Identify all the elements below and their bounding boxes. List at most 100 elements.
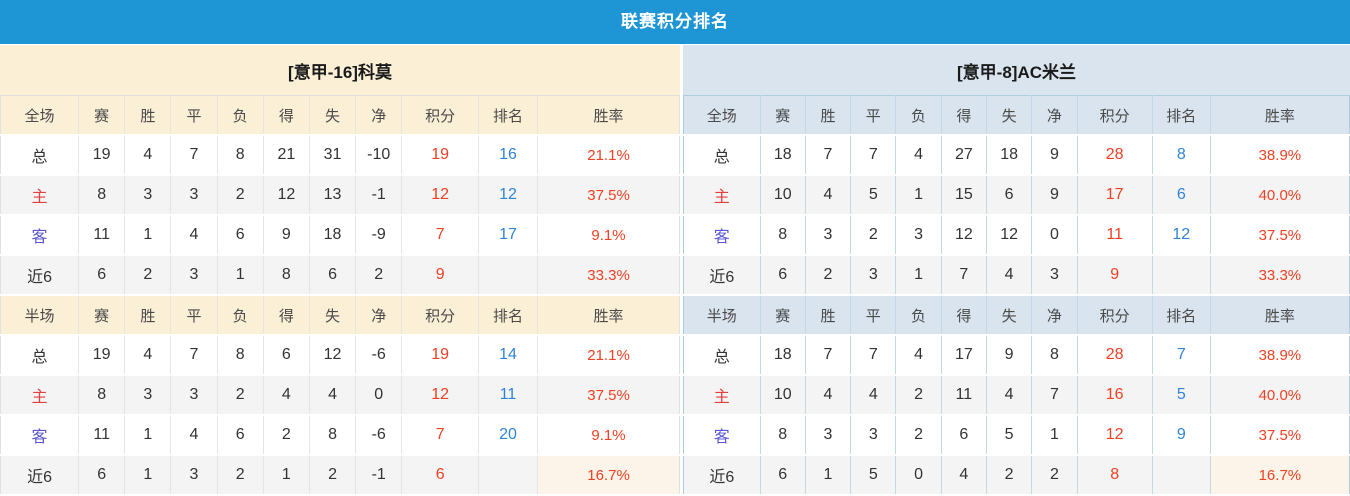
- column-header-cell: 平: [170, 295, 218, 336]
- column-header-cell: 胜: [124, 295, 172, 336]
- column-header-cell: 排名: [478, 95, 539, 136]
- column-header-cell: 平: [850, 295, 897, 336]
- column-header-cell: 积分: [1077, 295, 1153, 336]
- rate-cell: 9.1%: [537, 415, 680, 456]
- stat-cell: 12: [986, 215, 1033, 256]
- stat-cell: 2: [124, 255, 172, 296]
- stat-cell: 4: [309, 375, 357, 416]
- stat-cell: 4: [124, 335, 172, 376]
- stat-cell: 12: [263, 175, 310, 216]
- stat-cell: 7: [850, 335, 897, 376]
- column-header-cell: 积分: [1077, 95, 1153, 136]
- column-header-cell: 积分: [401, 295, 479, 336]
- stat-cell: 12: [941, 215, 987, 256]
- column-header-cell: 负: [895, 95, 942, 136]
- row-label-cell: 近6: [0, 255, 80, 296]
- stats-row: 主 8 3 3 2 4 4 0 12 11 37.5%: [0, 375, 680, 416]
- stat-cell: 7: [941, 255, 987, 296]
- stat-cell: 6: [760, 455, 806, 496]
- column-header-cell: 赛: [760, 95, 806, 136]
- row-label-cell: 主: [683, 375, 761, 416]
- points-cell: 28: [1077, 335, 1153, 376]
- stat-cell: 2: [263, 415, 310, 456]
- column-header-cell: 排名: [1152, 295, 1211, 336]
- column-header-cell: 赛: [760, 295, 806, 336]
- column-header-cell: 平: [170, 95, 218, 136]
- column-header-row: 半场赛胜平负得失净积分 排名 胜率: [0, 295, 680, 336]
- stats-row: 近6 6 2 3 1 7 4 3 9 33.3%: [683, 255, 1350, 296]
- row-label-cell: 主: [0, 375, 80, 416]
- rate-cell: 16.7%: [537, 455, 680, 496]
- panel-title-bar: 联赛积分排名: [0, 0, 1350, 44]
- stat-cell: 4: [170, 215, 218, 256]
- points-cell: 12: [401, 375, 479, 416]
- stat-cell: 15: [941, 175, 987, 216]
- stat-cell: 18: [760, 335, 806, 376]
- stat-cell: 2: [850, 215, 897, 256]
- stat-cell: 10: [760, 375, 806, 416]
- stat-cell: 8: [217, 335, 264, 376]
- column-header-cell: 失: [309, 295, 357, 336]
- rank-cell: 8: [1152, 135, 1211, 176]
- column-header-cell: 赛: [78, 95, 126, 136]
- stat-cell: 8: [78, 175, 126, 216]
- stat-cell: 8: [760, 415, 806, 456]
- stats-row: 客 8 3 2 3 12 12 0 11 12 37.5%: [683, 215, 1350, 256]
- rate-cell: 37.5%: [1210, 415, 1350, 456]
- scope-header-cell: 全场: [683, 95, 761, 136]
- stat-cell: 5: [850, 455, 897, 496]
- stat-cell: 6: [78, 455, 126, 496]
- row-label-cell: 总: [683, 135, 761, 176]
- stat-cell: -9: [355, 215, 403, 256]
- row-label-cell: 近6: [683, 255, 761, 296]
- stat-cell: 9: [1031, 135, 1078, 176]
- points-cell: 7: [401, 415, 479, 456]
- stat-cell: 18: [986, 135, 1033, 176]
- rate-cell: 21.1%: [537, 335, 680, 376]
- row-label-cell: 主: [0, 175, 80, 216]
- rank-cell: 7: [1152, 335, 1211, 376]
- stats-row: 近6 6 1 5 0 4 2 2 8 16.7%: [683, 455, 1350, 496]
- rate-cell: 16.7%: [1210, 455, 1350, 496]
- stat-cell: 1: [895, 175, 942, 216]
- stat-cell: 27: [941, 135, 987, 176]
- stat-cell: 1: [895, 255, 942, 296]
- column-header-cell: 胜率: [537, 295, 680, 336]
- column-header-cell: 胜率: [537, 95, 680, 136]
- column-header-cell: 净: [355, 295, 403, 336]
- stat-cell: 5: [850, 175, 897, 216]
- team-panel-left: [意甲-16]科莫 全场赛胜平负得失净积分 排名 胜率总 19 4 7 8 21 31 -10 19…: [0, 45, 680, 496]
- stat-cell: 3: [805, 215, 852, 256]
- stat-cell: 0: [1031, 215, 1078, 256]
- row-label-cell: 总: [683, 335, 761, 376]
- row-label-cell: 总: [0, 335, 80, 376]
- column-header-cell: 负: [217, 295, 264, 336]
- stat-cell: 6: [760, 255, 806, 296]
- row-label-cell: 总: [0, 135, 80, 176]
- stat-cell: 1: [217, 255, 264, 296]
- row-label-cell: 客: [0, 415, 80, 456]
- stat-cell: 8: [78, 375, 126, 416]
- column-header-cell: 胜率: [1210, 95, 1350, 136]
- column-header-row: 全场赛胜平负得失净积分 排名 胜率: [0, 95, 680, 136]
- rank-cell: [478, 455, 539, 496]
- column-header-cell: 得: [941, 95, 987, 136]
- stats-row: 客 11 1 4 6 9 18 -9 7 17 9.1%: [0, 215, 680, 256]
- stat-cell: 3: [895, 215, 942, 256]
- stat-cell: 2: [309, 455, 357, 496]
- team-header-right: [意甲-8]AC米兰: [683, 45, 1350, 95]
- rate-cell: 38.9%: [1210, 335, 1350, 376]
- rank-cell: 17: [478, 215, 539, 256]
- team-name-left: [意甲-16]科莫: [288, 62, 392, 82]
- stat-cell: -10: [355, 135, 403, 176]
- stat-cell: 2: [895, 375, 942, 416]
- scope-header-cell: 全场: [0, 95, 80, 136]
- rate-cell: 33.3%: [537, 255, 680, 296]
- stat-cell: 13: [309, 175, 357, 216]
- stat-cell: -6: [355, 335, 403, 376]
- stat-cell: 1: [1031, 415, 1078, 456]
- rank-cell: [1152, 255, 1211, 296]
- stat-cell: 2: [986, 455, 1033, 496]
- stat-cell: 0: [895, 455, 942, 496]
- stat-cell: 7: [170, 335, 218, 376]
